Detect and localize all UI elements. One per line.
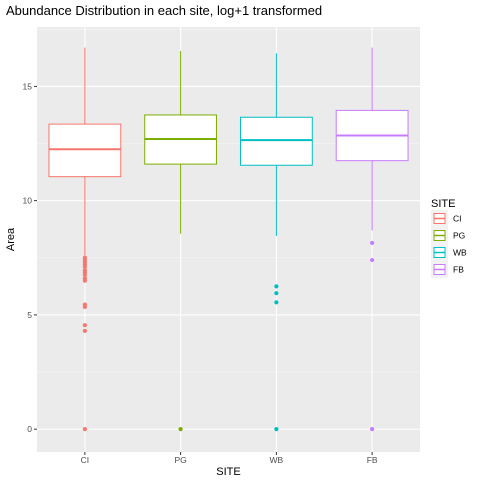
y-tick-label: 5 [27, 310, 32, 320]
outlier-point [274, 427, 279, 432]
outlier-point [82, 278, 87, 283]
x-tick-label: PG [174, 455, 186, 465]
outlier-point [82, 304, 87, 310]
legend: SITE CI PG WB FB [431, 198, 467, 278]
legend-label: WB [453, 248, 467, 258]
boxes-layer [48, 47, 409, 432]
box-iqr [48, 123, 122, 178]
x-axis-title: SITE [216, 466, 240, 478]
outlier-point [370, 257, 375, 263]
x-tick-label: CI [81, 455, 90, 465]
box-iqr [239, 116, 313, 166]
legend-item-pg: PG [431, 227, 465, 244]
box-ci [48, 47, 122, 432]
legend-label: CI [453, 214, 462, 224]
outlier-point [274, 300, 279, 305]
outlier-point [82, 323, 87, 328]
y-axis-title: Area [5, 227, 17, 251]
outlier-point [370, 240, 375, 246]
legend-item-fb: FB [431, 261, 464, 278]
y-axis: 0 5 10 15 [23, 81, 37, 434]
y-tick-label: 0 [27, 424, 32, 434]
plot-panel [37, 27, 420, 452]
outlier-point [178, 427, 183, 432]
x-tick-label: FB [367, 455, 378, 465]
outlier-point [274, 291, 279, 296]
y-tick-label: 10 [23, 196, 33, 206]
legend-item-wb: WB [431, 244, 467, 261]
x-axis: CI PG WB FB [81, 452, 378, 465]
outlier-point [82, 264, 87, 270]
outlier-point [370, 427, 375, 432]
legend-label: FB [453, 265, 464, 275]
box-pg [144, 50, 218, 432]
box-fb [335, 47, 409, 432]
chart-title: Abundance Distribution in each site, log… [6, 3, 322, 18]
outlier-point [274, 284, 279, 289]
outlier-point [82, 427, 87, 432]
legend-title: SITE [431, 198, 455, 210]
box-wb [239, 53, 313, 432]
y-tick-label: 15 [23, 81, 33, 91]
outlier-point [82, 328, 87, 333]
legend-item-ci: CI [431, 210, 462, 227]
x-tick-label: WB [270, 455, 284, 465]
outlier-point [82, 272, 87, 278]
legend-label: PG [453, 231, 465, 241]
